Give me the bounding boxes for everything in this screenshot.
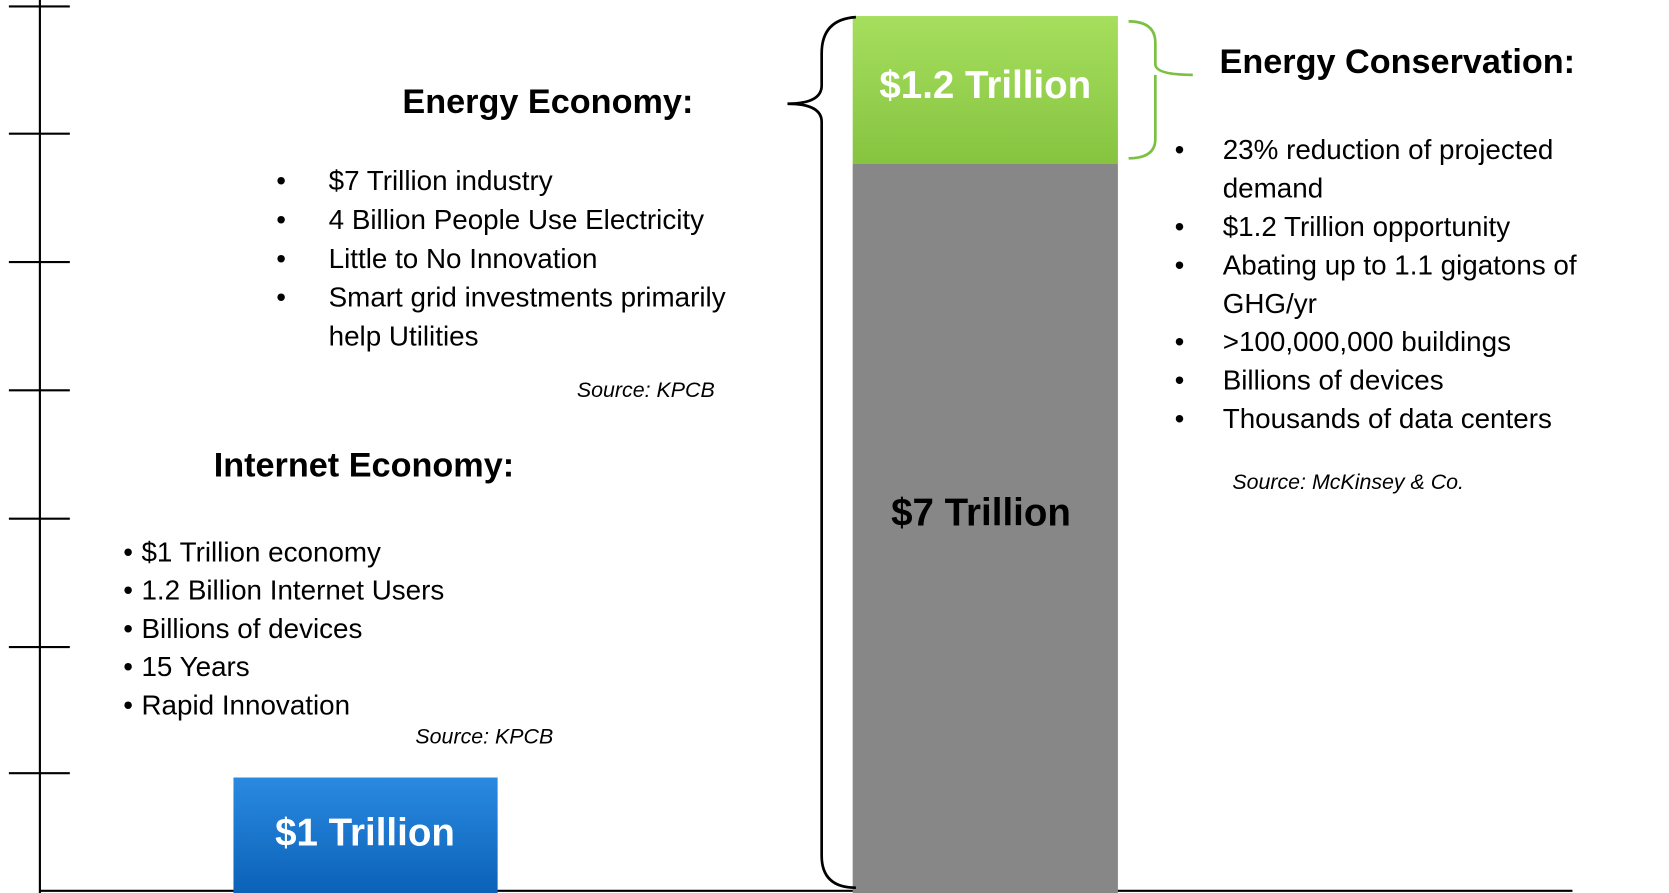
bullet-dot: • — [123, 689, 133, 720]
bar-label: $7 Trillion — [891, 492, 1071, 535]
bullet-text: Smart grid investments primarily — [329, 282, 726, 313]
source: Source: McKinsey & Co. — [1232, 470, 1464, 494]
bar-label: $1 Trillion — [275, 811, 455, 854]
bullet-text: Abating up to 1.1 gigatons of — [1223, 249, 1577, 280]
heading: Internet Economy: — [214, 446, 514, 484]
bullet-dot: • — [123, 651, 133, 682]
bullet-dot: • — [1175, 134, 1185, 165]
bullet-text: >100,000,000 buildings — [1223, 326, 1511, 357]
bullet-text: Billions of devices — [141, 613, 362, 644]
bullet-dot: • — [123, 536, 133, 567]
bullet-dot: • — [1175, 249, 1185, 280]
bar-label: $1.2 Trillion — [879, 64, 1091, 107]
energy-bar — [852, 163, 1118, 893]
bullet-text: 1.2 Billion Internet Users — [141, 575, 444, 606]
brace — [787, 15, 856, 889]
heading: Energy Conservation: — [1220, 43, 1576, 81]
bullet-text: Thousands of data centers — [1223, 403, 1552, 434]
bullet-text: 4 Billion People Use Electricity — [329, 204, 705, 235]
bullet-text: $1.2 Trillion opportunity — [1223, 211, 1511, 242]
bullet-dot: • — [276, 204, 286, 235]
internet-bar — [233, 777, 498, 893]
bullet-dot: • — [1175, 403, 1185, 434]
conservation-bar — [852, 16, 1118, 164]
bullet-dot: • — [123, 613, 133, 644]
bullet-dot: • — [1175, 326, 1185, 357]
bullet-dot: • — [123, 575, 133, 606]
bullet-dot: • — [1175, 365, 1185, 396]
source: Source: KPCB — [415, 725, 553, 749]
bullet-text: 15 Years — [141, 651, 249, 682]
bullet-dot: • — [276, 165, 286, 196]
bullet-text: Billions of devices — [1223, 365, 1444, 396]
bullet-dot: • — [276, 282, 286, 313]
bullet-text: 23% reduction of projected — [1223, 134, 1554, 165]
bullet-text: Little to No Innovation — [329, 243, 598, 274]
heading: Energy Economy: — [402, 83, 693, 121]
source: Source: KPCB — [577, 378, 715, 402]
bullet-dot: • — [1175, 211, 1185, 242]
bullet-text: help Utilities — [329, 321, 479, 352]
bullet-text: demand — [1223, 173, 1323, 204]
green-bracket — [1128, 20, 1193, 160]
bullet-dot: • — [276, 243, 286, 274]
bullet-text: $1 Trillion economy — [141, 536, 381, 567]
bullet-text: $7 Trillion industry — [329, 165, 553, 196]
bullet-text: Rapid Innovation — [141, 689, 350, 720]
bullet-text: GHG/yr — [1223, 288, 1317, 319]
